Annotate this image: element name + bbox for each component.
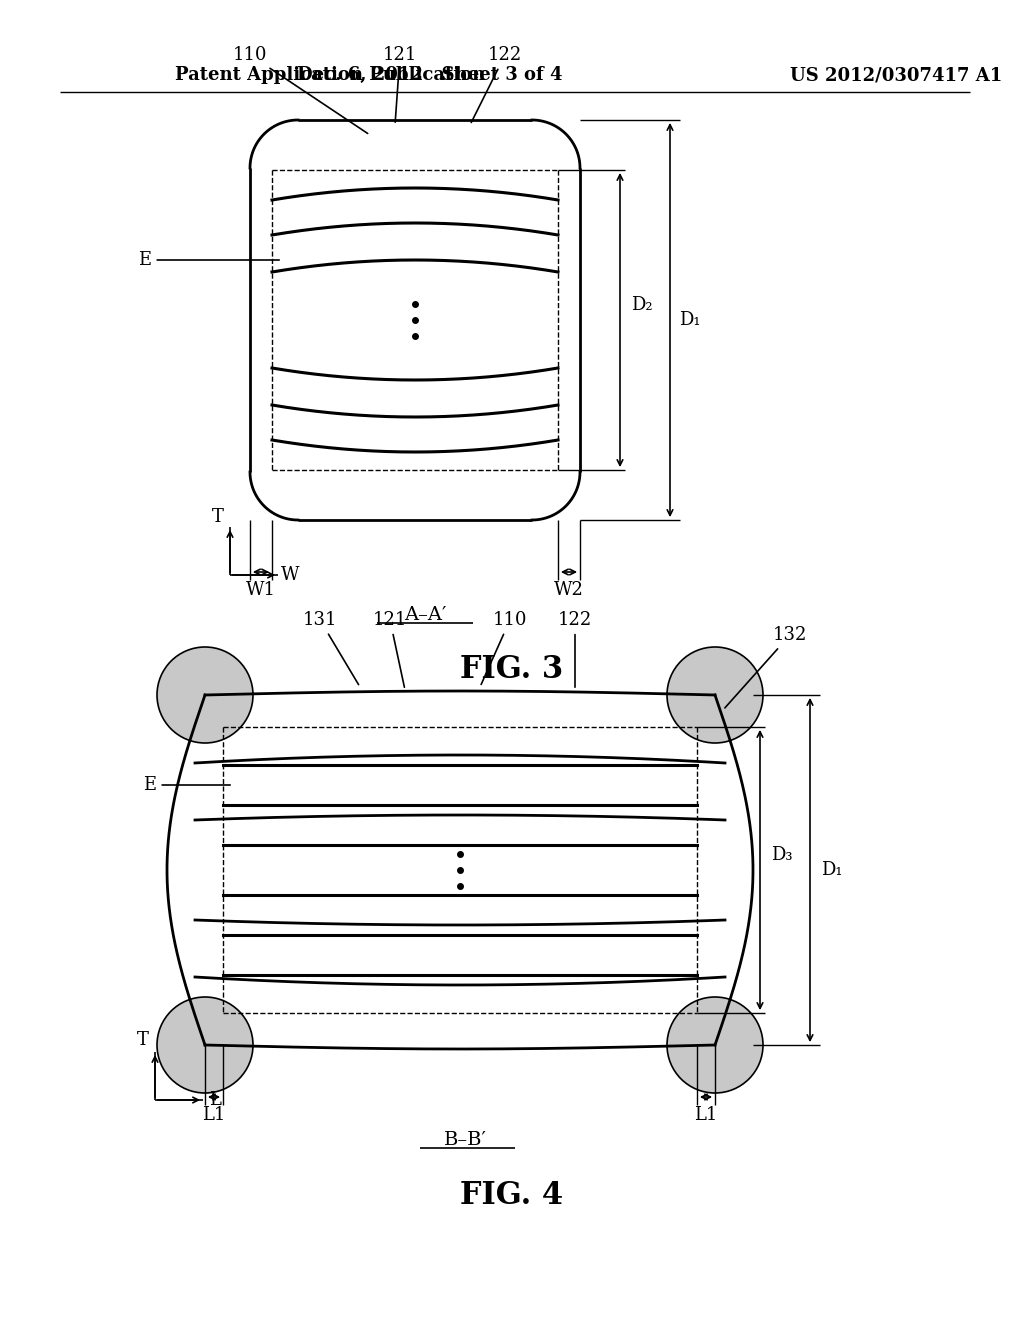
Text: FIG. 3: FIG. 3 [461, 655, 563, 685]
Ellipse shape [157, 997, 253, 1093]
Text: 110: 110 [232, 46, 368, 133]
Text: US 2012/0307417 A1: US 2012/0307417 A1 [790, 66, 1002, 84]
Text: T: T [137, 1031, 148, 1049]
Text: L: L [209, 1092, 221, 1109]
Text: D₁: D₁ [821, 861, 843, 879]
Text: T: T [212, 508, 224, 525]
Text: B–B′: B–B′ [443, 1131, 486, 1148]
Ellipse shape [667, 997, 763, 1093]
Ellipse shape [157, 647, 253, 743]
Text: W1: W1 [246, 581, 276, 599]
Text: 122: 122 [471, 46, 522, 123]
Text: 110: 110 [481, 611, 527, 685]
Text: 132: 132 [725, 626, 807, 708]
Text: E: E [143, 776, 230, 795]
Text: L1: L1 [203, 1106, 225, 1125]
Text: W2: W2 [554, 581, 584, 599]
Text: Patent Application Publication: Patent Application Publication [175, 66, 485, 84]
Text: W: W [281, 566, 299, 583]
Text: 121: 121 [373, 611, 408, 688]
Ellipse shape [667, 647, 763, 743]
Text: 121: 121 [383, 46, 417, 123]
Text: FIG. 4: FIG. 4 [461, 1180, 563, 1210]
Text: 131: 131 [303, 611, 358, 685]
Text: 122: 122 [558, 611, 592, 688]
Text: D₂: D₂ [631, 296, 653, 314]
Text: Dec. 6, 2012   Sheet 3 of 4: Dec. 6, 2012 Sheet 3 of 4 [297, 66, 563, 84]
Text: L1: L1 [694, 1106, 718, 1125]
Text: A–A′: A–A′ [403, 606, 446, 624]
Text: D₃: D₃ [771, 846, 793, 865]
Text: D₁: D₁ [679, 312, 700, 329]
Text: E: E [138, 251, 280, 269]
